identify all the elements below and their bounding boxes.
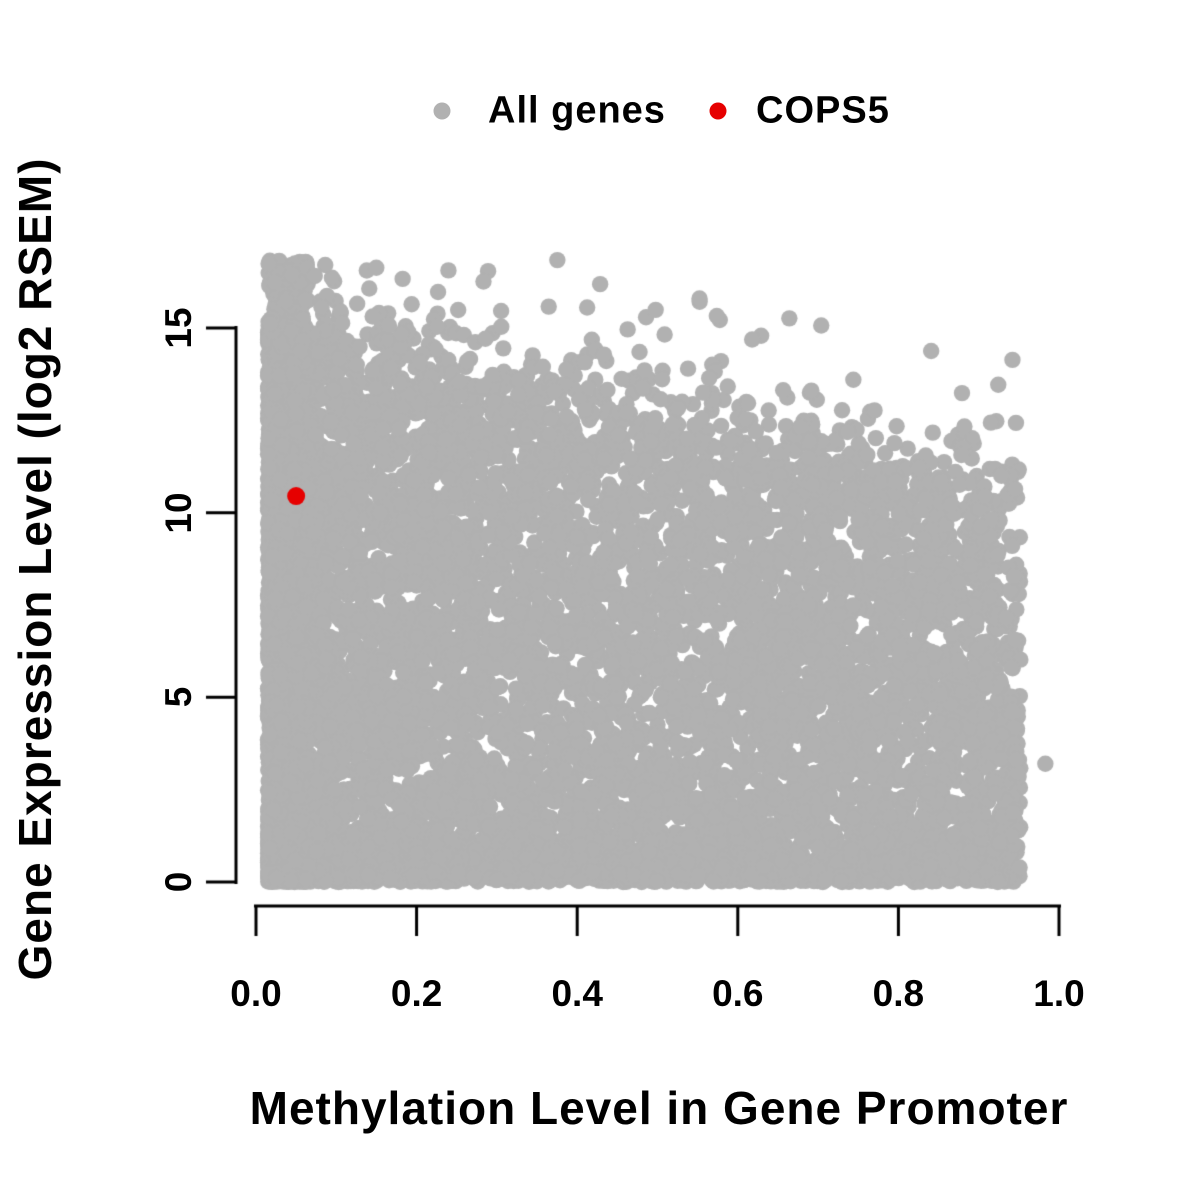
legend-label-cops5: COPS5 [756, 89, 890, 132]
x-tick-label: 0.8 [872, 973, 925, 1014]
x-axis-title: Methylation Level in Gene Promoter [249, 1082, 1069, 1134]
y-tick-label: 10 [158, 492, 199, 534]
y-tick-label: 5 [158, 687, 199, 708]
x-tick-label: 0.2 [390, 973, 443, 1014]
y-tick-label: 0 [158, 871, 199, 893]
x-tick-label: 0.0 [230, 973, 282, 1014]
y-axis-title: Gene Expression Level (log2 RSEM) [9, 157, 61, 981]
legend-label-all-genes: All genes [488, 89, 666, 132]
x-tick-label: 1.0 [1033, 973, 1085, 1014]
cops5-marker-icon [709, 102, 727, 120]
x-tick-label: 0.6 [712, 973, 764, 1014]
all-genes-marker-icon [433, 102, 451, 120]
x-tick-label: 0.4 [551, 973, 603, 1014]
y-tick-label: 15 [158, 307, 199, 349]
